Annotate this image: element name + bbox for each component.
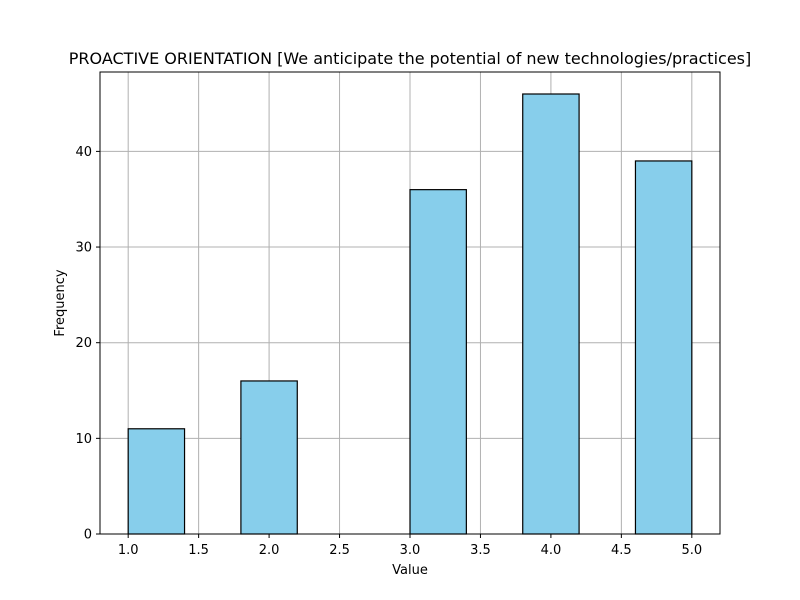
x-tick-label: 2.0	[259, 543, 280, 558]
x-tick-label: 5.0	[681, 543, 702, 558]
y-tick-label: 10	[75, 432, 92, 447]
x-tick-label: 4.0	[541, 543, 562, 558]
histogram-bar	[409, 189, 467, 535]
x-tick-label: 3.0	[400, 543, 421, 558]
histogram-bar	[240, 380, 298, 535]
y-tick-label: 0	[84, 528, 92, 543]
y-tick-label: 40	[75, 145, 92, 160]
bars	[127, 93, 693, 535]
y-tick-label: 20	[75, 336, 92, 351]
y-axis-ticks: 0 10 20 30 40	[75, 145, 100, 543]
x-tick-label: 4.5	[611, 543, 632, 558]
chart-title: PROACTIVE ORIENTATION [We anticipate the…	[69, 49, 751, 68]
x-tick-label: 2.5	[329, 543, 350, 558]
histogram-bar	[522, 93, 580, 535]
histogram-bar	[634, 160, 693, 535]
y-axis-label: Frequency	[53, 269, 68, 336]
x-axis-ticks: 1.0 1.5 2.0 2.5 3.0 3.5 4.0 4.5 5.0	[118, 534, 702, 558]
x-tick-label: 1.0	[118, 543, 139, 558]
x-tick-label: 1.5	[188, 543, 209, 558]
y-tick-label: 30	[75, 241, 92, 256]
x-tick-label: 3.5	[470, 543, 491, 558]
x-axis-label: Value	[392, 563, 428, 578]
histogram-bar	[127, 428, 186, 535]
